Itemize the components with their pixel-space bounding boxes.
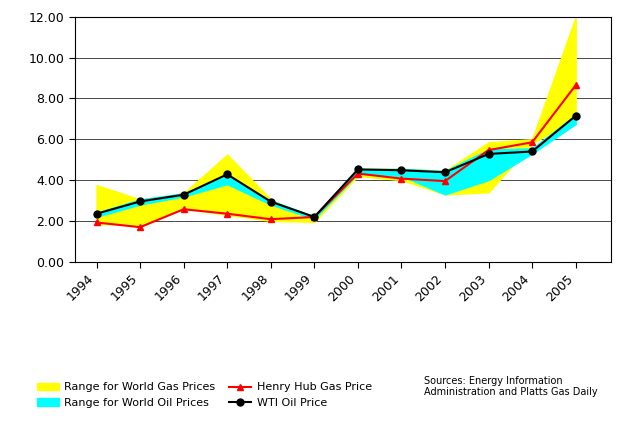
Legend: Range for World Gas Prices, Range for World Oil Prices, Henry Hub Gas Price, WTI: Range for World Gas Prices, Range for Wo… [37, 382, 372, 408]
Text: Sources: Energy Information
Administration and Platts Gas Daily: Sources: Energy Information Administrati… [424, 376, 597, 397]
